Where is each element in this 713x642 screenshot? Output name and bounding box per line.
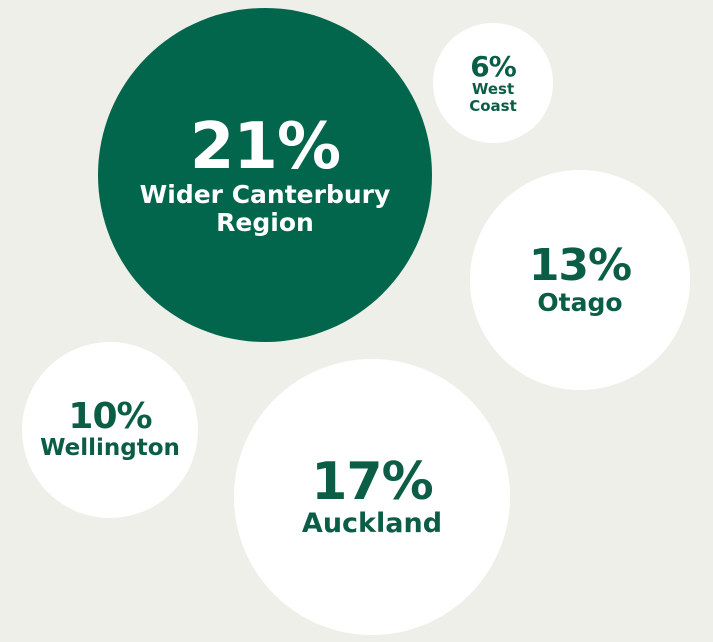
value-label: 21% [189, 109, 341, 184]
value-label: 17% [311, 451, 433, 512]
category-label: Wellington [40, 435, 180, 462]
value-label: 13% [528, 240, 632, 292]
bubble: 6% West Coast [433, 23, 553, 143]
category-label: Wider Canterbury Region [139, 180, 391, 237]
category-label: West Coast [469, 80, 517, 115]
category-label: Otago [537, 288, 623, 318]
bubble: 21% Wider Canterbury Region [98, 8, 432, 342]
bubble: 17% Auckland [233, 358, 511, 636]
bubble: 13% Otago [470, 170, 690, 390]
value-label: 6% [470, 49, 517, 83]
value-label: 10% [68, 396, 152, 438]
category-label: Auckland [301, 508, 443, 540]
bubble: 10% Wellington [21, 341, 199, 519]
